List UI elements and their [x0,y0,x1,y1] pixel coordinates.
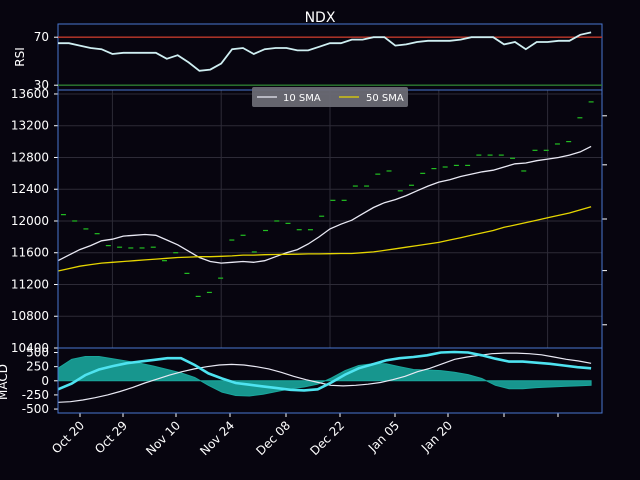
macd-ytick-label: 250 [26,360,49,374]
price-ytick-label: 12800 [11,150,49,164]
macd-ytick-label: -500 [22,402,49,416]
price-ytick-label: 13600 [11,87,49,101]
price-ytick-label: 13200 [11,119,49,133]
macd-ylabel: MACD [0,364,10,400]
price-ytick-label: 11600 [11,246,49,260]
sma10-line [57,145,592,264]
x-tick-label: Dec 08 [253,418,293,458]
price-ytick-label: 12000 [11,214,49,228]
rsi-ytick-label: 30 [34,78,49,92]
x-tick-label: Nov 10 [143,418,183,458]
macd-signal-line [57,350,592,392]
x-tick-label: Jan 20 [418,418,455,455]
macd-ytick-label: -250 [22,388,49,402]
x-tick-label: Oct 29 [92,418,130,456]
price-ytick-label: 10800 [11,309,49,323]
macd-ytick-label: 0 [41,374,49,388]
rsi-ylabel: RSI [13,47,27,67]
x-tick-label: Nov 24 [197,418,237,458]
x-tick-label: Jan 05 [365,418,402,455]
rsi-line [58,31,592,72]
price-ytick-label: 11200 [11,277,49,291]
legend-label-sma50: 50 SMA [366,93,404,104]
x-tick-label: Dec 22 [307,418,347,458]
price-legend: 10 SMA 50 SMA [252,87,408,107]
price-ytick-label: 10400 [11,341,49,355]
legend-label-sma10: 10 SMA [283,93,321,104]
x-tick-label: Oct 20 [49,418,87,456]
price-ytick-label: 12400 [11,182,49,196]
sma50-line [57,206,592,272]
rsi-panel: NDX RSI 30 70 [13,10,603,92]
chart-title: NDX [305,10,336,26]
macd-frame [57,347,603,414]
rsi-plot-layer: 30 70 [34,30,602,92]
price-panel: 10400 10800 11200 11600 12000 12400 12800 13200… [11,87,607,355]
macd-line [57,352,592,403]
price-plot-layer: 10400 10800 11200 11600 12000 12400 12800 13200… [11,87,607,355]
rsi-ytick-label: 70 [34,30,49,44]
legend-box [252,87,408,107]
macd-ytick-label: 500 [26,346,49,360]
rsi-frame [57,23,603,91]
